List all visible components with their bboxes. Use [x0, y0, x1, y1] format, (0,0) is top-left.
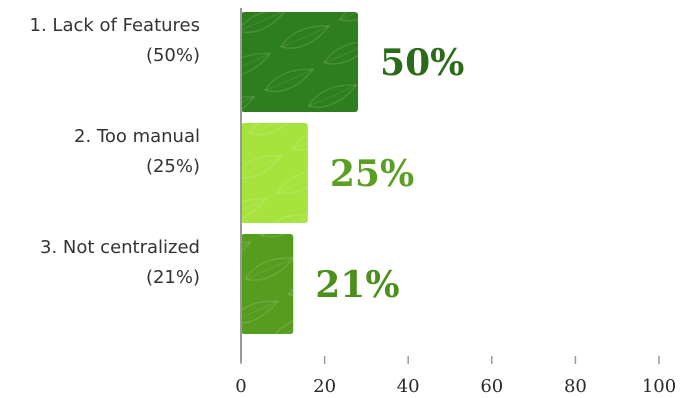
- category-sublabel-2: (25%): [146, 156, 200, 177]
- x-tick-label-40: 40: [397, 376, 420, 397]
- x-tick-label-100: 100: [642, 376, 676, 397]
- x-tick-label-60: 60: [480, 376, 503, 397]
- category-label-1: 1. Lack of Features: [30, 15, 200, 36]
- category-sublabel-3: (21%): [146, 267, 200, 288]
- x-tick-label-80: 80: [564, 376, 587, 397]
- bar-3-texture: [241, 234, 294, 334]
- data-label-2: 25%: [330, 153, 414, 195]
- category-label-2: 2. Too manual: [74, 126, 200, 147]
- category-sublabel-1: (50%): [146, 45, 200, 66]
- bar-2-texture: [241, 123, 308, 223]
- x-tick-label-0: 0: [235, 376, 246, 397]
- category-label-3: 3. Not centralized: [40, 237, 200, 258]
- data-label-3: 21%: [315, 264, 399, 306]
- bar-1-texture: [241, 12, 359, 112]
- x-tick-label-20: 20: [313, 376, 336, 397]
- data-label-1: 50%: [380, 42, 464, 84]
